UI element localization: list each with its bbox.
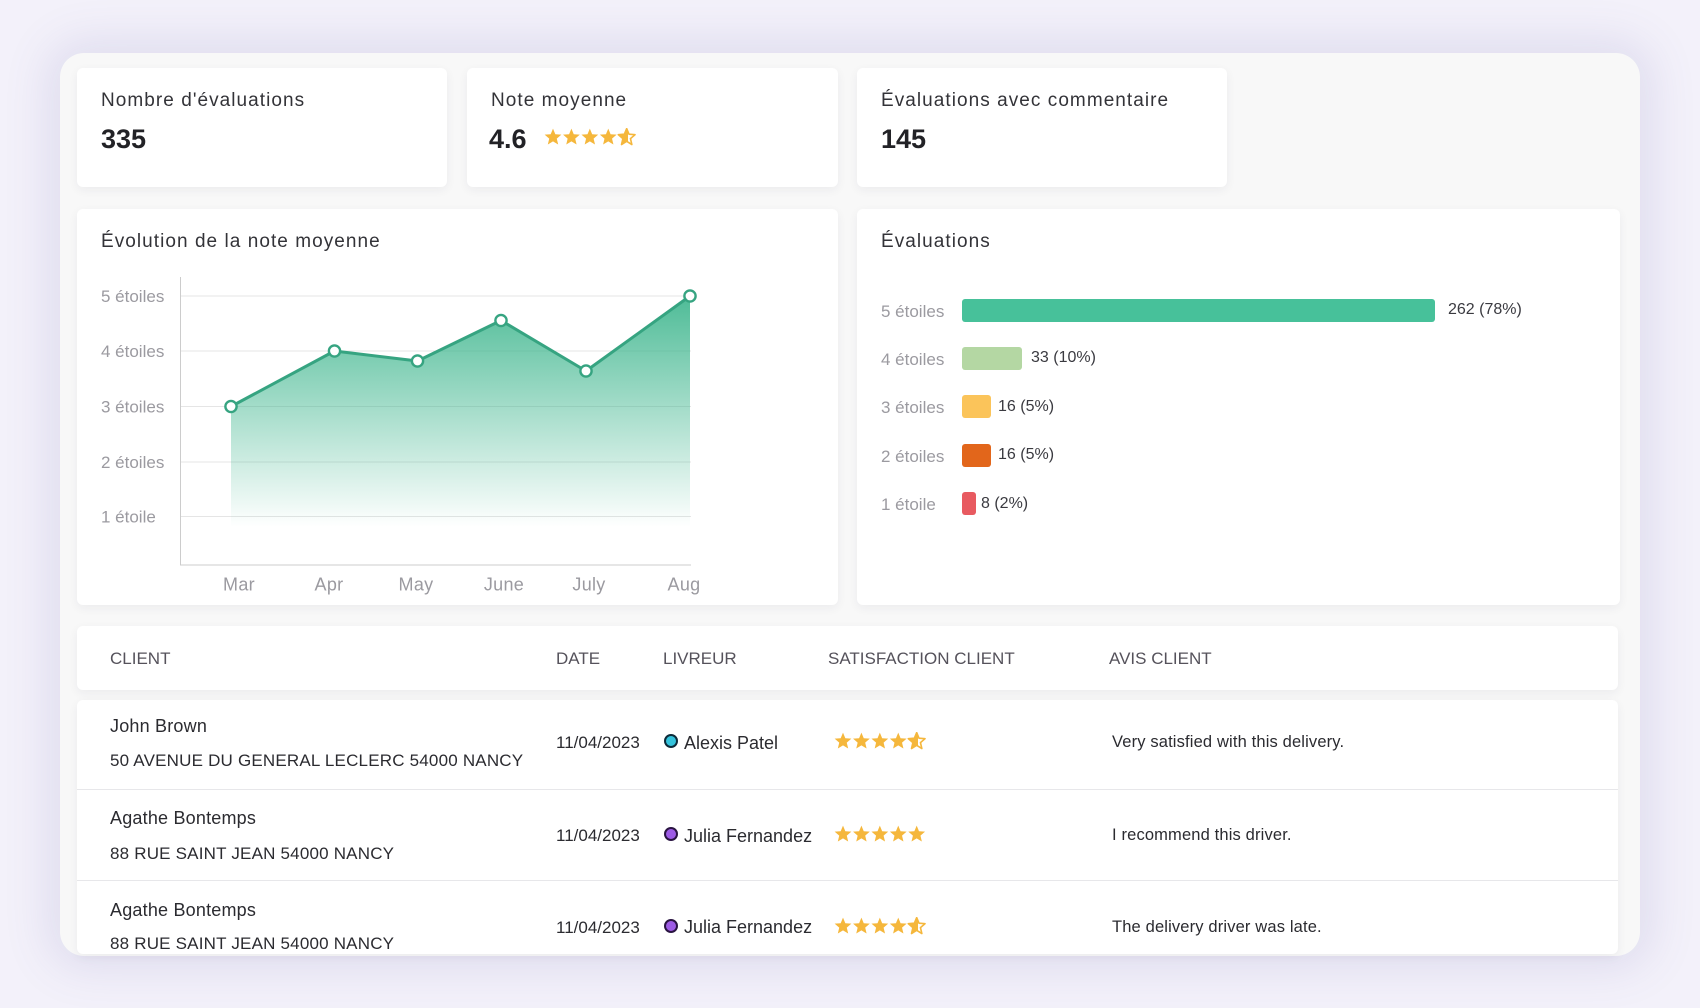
svg-text:Mar: Mar xyxy=(223,575,255,595)
svg-text:1 étoile: 1 étoile xyxy=(101,508,156,527)
svg-text:Apr: Apr xyxy=(315,575,344,595)
svg-text:5 étoiles: 5 étoiles xyxy=(101,287,164,306)
svg-text:2 étoiles: 2 étoiles xyxy=(101,453,164,472)
svg-text:June: June xyxy=(484,575,524,595)
svg-text:May: May xyxy=(399,575,434,595)
svg-text:3 étoiles: 3 étoiles xyxy=(101,398,164,417)
svg-text:July: July xyxy=(572,575,605,595)
svg-text:Aug: Aug xyxy=(668,575,701,595)
svg-text:4 étoiles: 4 étoiles xyxy=(101,342,164,361)
